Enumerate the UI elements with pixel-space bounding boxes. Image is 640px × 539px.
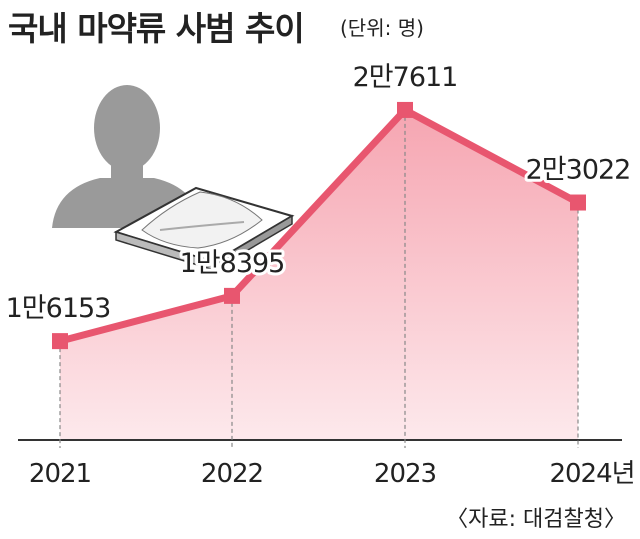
- data-label: 1만6153: [6, 293, 111, 324]
- data-label: 1만8395: [180, 248, 285, 279]
- chart-title: 국내 마약류 사범 추이: [8, 9, 305, 48]
- data-point-marker: [224, 287, 240, 304]
- data-point-marker: [52, 333, 68, 350]
- x-tick-label: 2024년: [549, 459, 634, 489]
- x-tick-label: 2022: [201, 459, 263, 489]
- data-label: 2만7611: [353, 62, 458, 93]
- source-label: 〈자료: 대검찰청〉: [446, 507, 626, 532]
- data-point-marker: [570, 194, 586, 211]
- data-point-marker: [397, 101, 413, 118]
- powder-tray-icon: [113, 186, 295, 272]
- data-label: 2만3022: [526, 155, 631, 186]
- x-tick-label: 2021: [29, 459, 91, 489]
- area-fill: [60, 109, 578, 440]
- x-tick-label: 2023: [374, 459, 436, 489]
- series-line: [59, 106, 580, 345]
- unit-label: (단위: 명): [340, 16, 424, 40]
